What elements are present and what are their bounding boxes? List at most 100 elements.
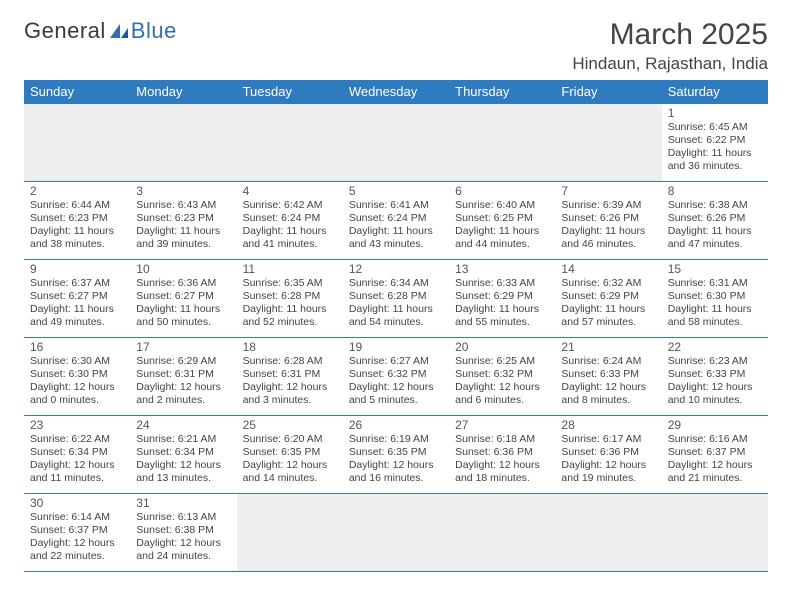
day-info-line: Daylight: 12 hours — [243, 459, 337, 472]
day-info-line: Sunrise: 6:35 AM — [243, 277, 337, 290]
calendar-cell: 30Sunrise: 6:14 AMSunset: 6:37 PMDayligh… — [24, 494, 130, 572]
day-info: Sunrise: 6:37 AMSunset: 6:27 PMDaylight:… — [30, 277, 124, 330]
day-info-line: Sunrise: 6:39 AM — [561, 199, 655, 212]
day-number: 27 — [455, 418, 549, 432]
day-info-line: Daylight: 12 hours — [136, 537, 230, 550]
day-info-line: Sunset: 6:37 PM — [668, 446, 762, 459]
calendar-table: Sunday Monday Tuesday Wednesday Thursday… — [24, 80, 768, 572]
day-info: Sunrise: 6:38 AMSunset: 6:26 PMDaylight:… — [668, 199, 762, 252]
day-info: Sunrise: 6:25 AMSunset: 6:32 PMDaylight:… — [455, 355, 549, 408]
page-title: March 2025 — [572, 18, 768, 52]
logo-text-2: Blue — [131, 18, 177, 44]
day-info-line: Daylight: 11 hours — [349, 225, 443, 238]
calendar-cell: 22Sunrise: 6:23 AMSunset: 6:33 PMDayligh… — [662, 338, 768, 416]
calendar-cell — [130, 104, 236, 182]
day-number: 24 — [136, 418, 230, 432]
day-info-line: Sunrise: 6:14 AM — [30, 511, 124, 524]
day-info-line: Sunset: 6:23 PM — [136, 212, 230, 225]
day-info-line: Sunset: 6:31 PM — [243, 368, 337, 381]
day-info-line: Sunset: 6:36 PM — [561, 446, 655, 459]
day-info-line: Sunrise: 6:41 AM — [349, 199, 443, 212]
day-info-line: and 46 minutes. — [561, 238, 655, 251]
day-info-line: and 44 minutes. — [455, 238, 549, 251]
day-info-line: Sunrise: 6:32 AM — [561, 277, 655, 290]
calendar-cell — [662, 494, 768, 572]
day-info-line: Sunset: 6:24 PM — [349, 212, 443, 225]
calendar-cell: 3Sunrise: 6:43 AMSunset: 6:23 PMDaylight… — [130, 182, 236, 260]
day-info-line: Sunset: 6:28 PM — [243, 290, 337, 303]
day-info-line: Daylight: 11 hours — [561, 225, 655, 238]
day-info-line: Sunset: 6:30 PM — [30, 368, 124, 381]
day-info: Sunrise: 6:13 AMSunset: 6:38 PMDaylight:… — [136, 511, 230, 564]
day-info-line: Sunrise: 6:19 AM — [349, 433, 443, 446]
day-info: Sunrise: 6:43 AMSunset: 6:23 PMDaylight:… — [136, 199, 230, 252]
day-info: Sunrise: 6:16 AMSunset: 6:37 PMDaylight:… — [668, 433, 762, 486]
day-info-line: Sunrise: 6:34 AM — [349, 277, 443, 290]
day-number: 11 — [243, 262, 337, 276]
day-info: Sunrise: 6:19 AMSunset: 6:35 PMDaylight:… — [349, 433, 443, 486]
location: Hindaun, Rajasthan, India — [572, 54, 768, 74]
day-info-line: and 38 minutes. — [30, 238, 124, 251]
day-info-line: Sunrise: 6:18 AM — [455, 433, 549, 446]
day-info: Sunrise: 6:34 AMSunset: 6:28 PMDaylight:… — [349, 277, 443, 330]
weekday-header: Thursday — [449, 80, 555, 104]
day-info: Sunrise: 6:40 AMSunset: 6:25 PMDaylight:… — [455, 199, 549, 252]
day-info: Sunrise: 6:44 AMSunset: 6:23 PMDaylight:… — [30, 199, 124, 252]
weekday-header: Tuesday — [237, 80, 343, 104]
day-number: 13 — [455, 262, 549, 276]
day-info-line: Sunrise: 6:28 AM — [243, 355, 337, 368]
day-info: Sunrise: 6:32 AMSunset: 6:29 PMDaylight:… — [561, 277, 655, 330]
day-info-line: and 41 minutes. — [243, 238, 337, 251]
day-info-line: Daylight: 12 hours — [136, 459, 230, 472]
day-number: 1 — [668, 106, 762, 120]
calendar-cell — [24, 104, 130, 182]
day-info: Sunrise: 6:23 AMSunset: 6:33 PMDaylight:… — [668, 355, 762, 408]
day-info-line: Daylight: 11 hours — [349, 303, 443, 316]
calendar-cell: 28Sunrise: 6:17 AMSunset: 6:36 PMDayligh… — [555, 416, 661, 494]
day-number: 6 — [455, 184, 549, 198]
day-info-line: and 22 minutes. — [30, 550, 124, 563]
day-info-line: and 14 minutes. — [243, 472, 337, 485]
calendar-row: 23Sunrise: 6:22 AMSunset: 6:34 PMDayligh… — [24, 416, 768, 494]
calendar-cell: 12Sunrise: 6:34 AMSunset: 6:28 PMDayligh… — [343, 260, 449, 338]
day-number: 20 — [455, 340, 549, 354]
day-info-line: Daylight: 11 hours — [30, 225, 124, 238]
day-info-line: Sunrise: 6:29 AM — [136, 355, 230, 368]
day-info-line: Sunrise: 6:25 AM — [455, 355, 549, 368]
header: General Blue March 2025 Hindaun, Rajasth… — [24, 18, 768, 74]
calendar-cell: 19Sunrise: 6:27 AMSunset: 6:32 PMDayligh… — [343, 338, 449, 416]
day-info-line: and 0 minutes. — [30, 394, 124, 407]
day-info-line: Daylight: 12 hours — [30, 381, 124, 394]
day-info-line: Daylight: 12 hours — [30, 537, 124, 550]
day-info-line: Daylight: 12 hours — [243, 381, 337, 394]
calendar-cell — [555, 494, 661, 572]
day-info-line: Daylight: 12 hours — [136, 381, 230, 394]
day-info-line: Daylight: 12 hours — [455, 381, 549, 394]
day-info-line: Sunset: 6:32 PM — [455, 368, 549, 381]
day-info-line: and 19 minutes. — [561, 472, 655, 485]
day-info-line: Sunset: 6:33 PM — [561, 368, 655, 381]
day-number: 3 — [136, 184, 230, 198]
day-info-line: and 5 minutes. — [349, 394, 443, 407]
day-info-line: Sunset: 6:35 PM — [243, 446, 337, 459]
calendar-row: 2Sunrise: 6:44 AMSunset: 6:23 PMDaylight… — [24, 182, 768, 260]
calendar-row: 9Sunrise: 6:37 AMSunset: 6:27 PMDaylight… — [24, 260, 768, 338]
day-info-line: Sunrise: 6:45 AM — [668, 121, 762, 134]
day-info-line: and 13 minutes. — [136, 472, 230, 485]
day-info-line: Sunset: 6:22 PM — [668, 134, 762, 147]
day-number: 5 — [349, 184, 443, 198]
day-number: 16 — [30, 340, 124, 354]
calendar-cell: 31Sunrise: 6:13 AMSunset: 6:38 PMDayligh… — [130, 494, 236, 572]
day-info-line: Sunrise: 6:37 AM — [30, 277, 124, 290]
calendar-cell: 1Sunrise: 6:45 AMSunset: 6:22 PMDaylight… — [662, 104, 768, 182]
calendar-cell — [237, 104, 343, 182]
calendar-cell: 23Sunrise: 6:22 AMSunset: 6:34 PMDayligh… — [24, 416, 130, 494]
calendar-cell: 24Sunrise: 6:21 AMSunset: 6:34 PMDayligh… — [130, 416, 236, 494]
calendar-cell — [449, 104, 555, 182]
day-info-line: Sunrise: 6:27 AM — [349, 355, 443, 368]
calendar-cell: 27Sunrise: 6:18 AMSunset: 6:36 PMDayligh… — [449, 416, 555, 494]
day-info-line: Sunset: 6:26 PM — [668, 212, 762, 225]
day-info-line: and 10 minutes. — [668, 394, 762, 407]
day-info: Sunrise: 6:18 AMSunset: 6:36 PMDaylight:… — [455, 433, 549, 486]
day-info-line: and 58 minutes. — [668, 316, 762, 329]
